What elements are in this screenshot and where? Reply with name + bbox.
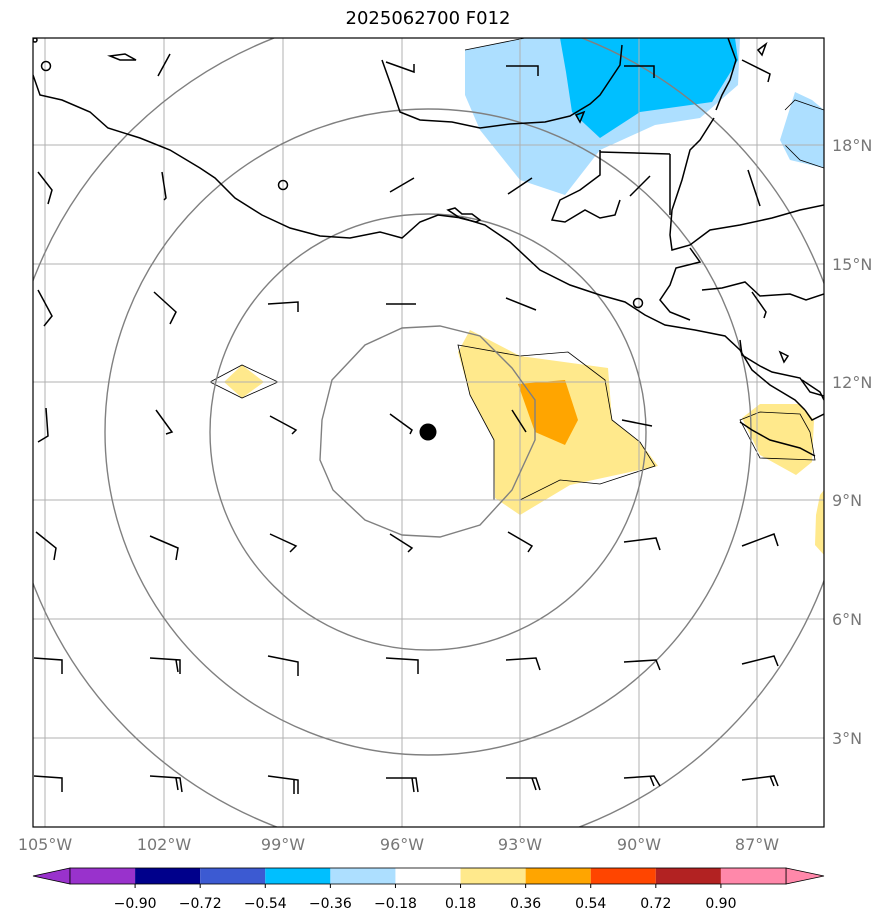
colorbar-segment <box>655 868 721 884</box>
coastlines <box>33 38 824 457</box>
wind-barbs <box>33 53 779 794</box>
lat-label: 6°N <box>832 610 862 629</box>
colorbar-tick-label: −0.18 <box>374 896 417 912</box>
colorbar-segment <box>720 868 786 884</box>
lat-label: 9°N <box>832 491 862 510</box>
colorbar-segment <box>590 868 656 884</box>
colorbar-tick-label: 0.90 <box>705 896 736 912</box>
lat-label: 3°N <box>832 729 862 748</box>
colorbar-segment <box>395 868 461 884</box>
lon-label: 93°W <box>498 835 542 854</box>
colorbar-tick-label: −0.90 <box>114 896 157 912</box>
colorbar-tick-label: −0.54 <box>244 896 287 912</box>
map-title: 2025062700 F012 <box>345 8 511 29</box>
calm-markers <box>33 38 644 309</box>
colorbar-extend-low <box>32 867 71 885</box>
lon-labels: 105°W 102°W 99°W 96°W 93°W 90°W 87°W <box>18 835 779 854</box>
colorbar-tick-label: −0.36 <box>309 896 352 912</box>
shading-negative <box>465 38 824 195</box>
colorbar-tick-label: 0.18 <box>445 896 476 912</box>
storm-center-marker <box>419 423 437 441</box>
colorbar-tick-label: −0.72 <box>179 896 222 912</box>
map-frame <box>32 37 825 828</box>
colorbar-extend-high <box>785 867 825 885</box>
lat-label: 12°N <box>832 373 872 392</box>
lon-label: 96°W <box>380 835 424 854</box>
lat-label: 15°N <box>832 255 872 274</box>
colorbar-segment <box>70 868 136 884</box>
lon-label: 105°W <box>18 835 73 854</box>
lon-label: 90°W <box>617 835 661 854</box>
colorbar-tick-label: 0.54 <box>575 896 606 912</box>
range-rings <box>33 38 824 827</box>
colorbar: −0.90 −0.72 −0.54 −0.36 −0.18 0.18 0.36 0.54 0.7… <box>32 867 825 912</box>
colorbar-segment <box>330 868 396 884</box>
lon-label: 99°W <box>261 835 305 854</box>
colorbar-segment <box>265 868 331 884</box>
lat-label: 18°N <box>832 136 872 155</box>
lon-label: 102°W <box>137 835 192 854</box>
colorbar-segment <box>200 868 266 884</box>
colorbar-segment <box>525 868 591 884</box>
map-panel <box>33 38 824 827</box>
colorbar-frame <box>69 867 787 885</box>
colorbar-segment <box>135 868 201 884</box>
colorbar-segment <box>460 868 526 884</box>
lat-labels: 18°N 15°N 12°N 9°N 6°N 3°N <box>832 136 872 748</box>
colorbar-tick-label: 0.72 <box>640 896 671 912</box>
colorbar-tick-label: 0.36 <box>510 896 541 912</box>
lon-label: 87°W <box>735 835 779 854</box>
